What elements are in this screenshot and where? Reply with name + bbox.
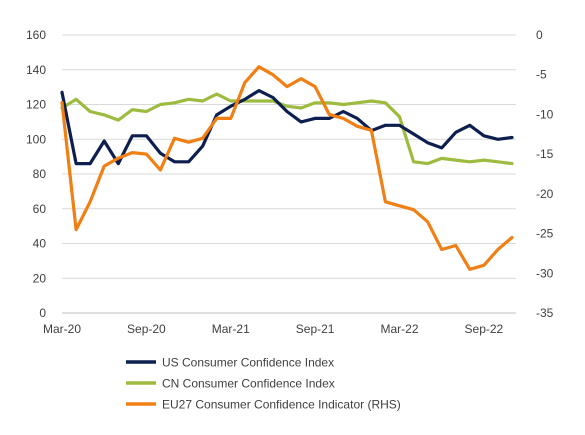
legend-label: US Consumer Confidence Index (162, 356, 334, 370)
left-y-tick-label: 140 (26, 63, 46, 77)
series-line-eu27 (60, 65, 514, 271)
x-tick-label: Sep-20 (127, 322, 166, 336)
right-y-tick-label: -25 (536, 227, 554, 241)
right-y-tick-label: -15 (536, 147, 554, 161)
right-y-tick-label: -30 (536, 266, 554, 280)
series-lines (60, 65, 514, 271)
x-tick-label: Sep-21 (296, 322, 335, 336)
series-line-us (60, 88, 514, 166)
left-y-tick-label: 0 (39, 306, 46, 320)
right-y-tick-label: 0 (536, 28, 543, 42)
legend: US Consumer Confidence Index CN Consumer … (126, 356, 401, 412)
left-y-tick-label: 100 (26, 132, 46, 146)
right-y-tick-label: -10 (536, 107, 554, 121)
x-tick-label: Mar-22 (380, 322, 418, 336)
x-axis: Mar-20 Sep-20 Mar-21 Sep-21 Mar-22 Sep-22 (43, 312, 516, 336)
left-y-tick-label: 80 (33, 167, 47, 181)
x-tick-label: Mar-21 (212, 322, 250, 336)
left-y-tick-label: 160 (26, 28, 46, 42)
series-line-cn (60, 92, 514, 166)
legend-label: CN Consumer Confidence Index (162, 377, 335, 391)
gridlines (62, 34, 516, 314)
right-y-tick-label: -35 (536, 306, 554, 320)
x-tick-label: Mar-20 (43, 322, 81, 336)
right-y-tick-label: -20 (536, 187, 554, 201)
legend-label: EU27 Consumer Confidence Indicator (RHS) (162, 398, 401, 412)
x-tick-label: Sep-22 (465, 322, 504, 336)
right-y-axis: -35 -30 -25 -20 -15 -10 -5 0 (536, 28, 554, 320)
left-y-tick-label: 60 (33, 202, 47, 216)
left-y-tick-label: 20 (33, 271, 47, 285)
left-y-axis: 0 20 40 60 80 100 120 140 160 (26, 28, 46, 320)
right-y-tick-label: -5 (536, 68, 547, 82)
left-y-tick-label: 40 (33, 237, 47, 251)
left-y-tick-label: 120 (26, 98, 46, 112)
